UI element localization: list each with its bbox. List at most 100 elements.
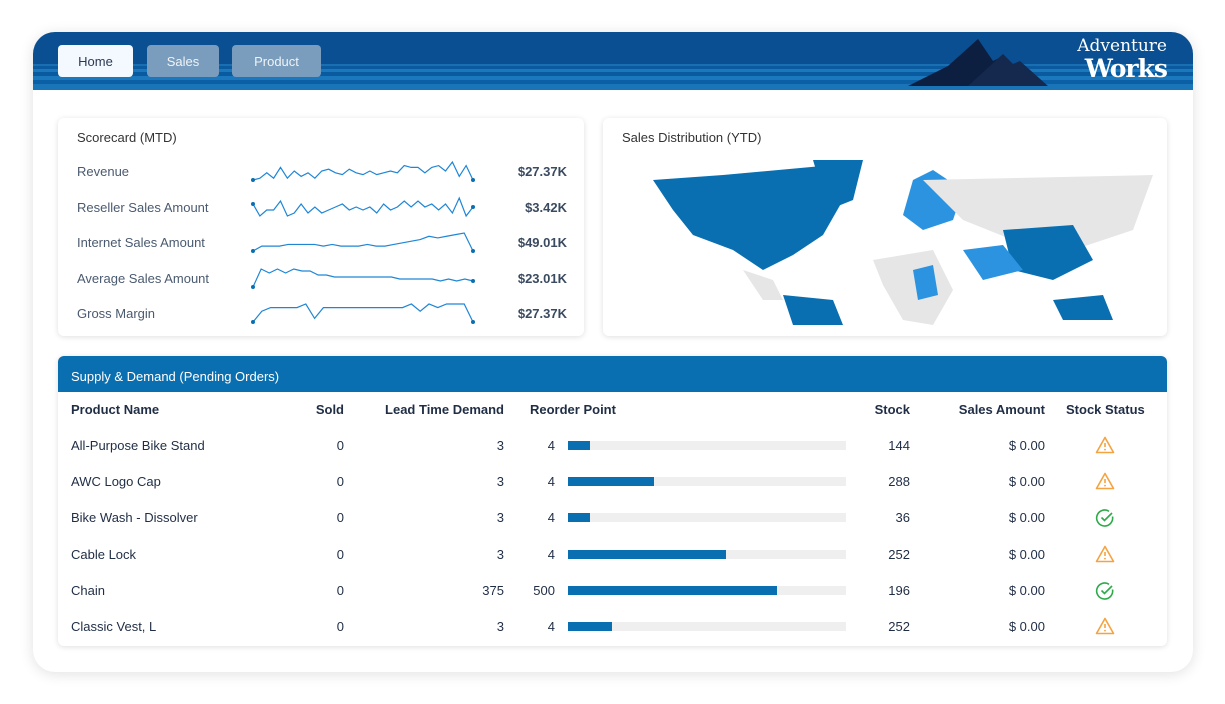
stock-value: 36 <box>895 510 910 526</box>
stock-bar <box>568 441 846 450</box>
product-name: Chain <box>71 582 105 598</box>
stock-bar-fill <box>568 549 727 559</box>
sparkline-line <box>252 160 474 181</box>
sparkline-line <box>252 267 474 287</box>
scorecard-card: Scorecard (MTD) Revenue $27.37K Reseller S… <box>58 118 584 336</box>
map-title: Sales Distribution (YTD) <box>622 130 762 145</box>
stock-value: 252 <box>888 546 910 562</box>
stock-bar-fill <box>568 585 777 595</box>
metric-label: Reseller Sales Amount <box>77 199 209 215</box>
sparkline-endpoint <box>471 320 475 324</box>
scorecard-row: Revenue $27.37K <box>77 160 567 182</box>
stock-bar <box>568 477 846 487</box>
sparkline[interactable] <box>251 194 477 220</box>
metric-value: $27.37K <box>517 306 567 321</box>
lead-time-value: 375 <box>482 582 504 598</box>
product-name: AWC Logo Cap <box>71 474 161 490</box>
sparkline-endpoint <box>251 178 255 182</box>
scorecard-title: Scorecard (MTD) <box>77 130 177 145</box>
header: Home Sales Product Adventure Works <box>33 32 1193 90</box>
tab-home[interactable]: Home <box>58 45 133 77</box>
lead-time-value: 3 <box>496 438 504 453</box>
brand-line2: Works <box>1084 54 1168 83</box>
warning-icon <box>1095 436 1115 457</box>
sales-value: $ 0.00 <box>1008 546 1045 562</box>
stock-bar <box>568 585 846 595</box>
warning-icon <box>1095 617 1115 638</box>
stock-bar <box>568 513 846 523</box>
sparkline[interactable] <box>251 158 477 184</box>
col-reorder[interactable]: Reorder Point <box>530 402 616 417</box>
metric-value: $3.42K <box>525 199 567 215</box>
lead-time-value: 3 <box>496 619 504 634</box>
reorder-value: 4 <box>547 546 555 562</box>
sparkline-endpoint <box>251 284 255 289</box>
sparkline-endpoint <box>251 201 255 206</box>
col-sales[interactable]: Sales Amount <box>958 402 1045 417</box>
table-title: Supply & Demand (Pending Orders) <box>58 356 1167 392</box>
sparkline-endpoint <box>471 204 475 209</box>
dashboard: Home Sales Product Adventure Works Score… <box>33 32 1193 672</box>
product-name: Cable Lock <box>71 546 137 562</box>
metric-label: Average Sales Amount <box>77 270 210 286</box>
tab-product[interactable]: Product <box>232 45 321 77</box>
lead-time-value: 3 <box>496 546 504 562</box>
sparkline-endpoint <box>251 249 255 253</box>
metric-value: $27.37K <box>517 164 567 179</box>
stock-value: 288 <box>888 474 910 490</box>
metric-value: $49.01K <box>517 235 567 250</box>
sold-value: 0 <box>336 438 344 453</box>
metric-label: Gross Margin <box>77 306 156 321</box>
stock-bar-fill <box>568 441 591 450</box>
stock-value: 144 <box>888 438 910 453</box>
metric-label: Internet Sales Amount <box>77 235 205 250</box>
check-circle-icon <box>1095 581 1115 604</box>
sales-value: $ 0.00 <box>1008 510 1045 526</box>
warning-icon <box>1095 545 1115 566</box>
sparkline-endpoint <box>471 278 475 283</box>
tab-sales[interactable]: Sales <box>147 45 219 77</box>
world-map[interactable] <box>633 160 1153 325</box>
sales-value: $ 0.00 <box>1008 582 1045 598</box>
metric-value: $23.01K <box>517 270 567 286</box>
sparkline-line <box>252 303 474 323</box>
stock-bar-fill <box>568 513 591 523</box>
metric-label: Revenue <box>77 164 130 179</box>
stock-value: 196 <box>888 582 910 598</box>
col-status[interactable]: Stock Status <box>1066 402 1145 417</box>
sold-value: 0 <box>336 582 344 598</box>
product-name: Bike Wash - Dissolver <box>71 510 198 526</box>
sales-value: $ 0.00 <box>1008 474 1045 490</box>
sparkline-endpoint <box>471 249 475 253</box>
reorder-value: 4 <box>547 619 555 634</box>
sparkline[interactable] <box>251 265 477 291</box>
col-lead[interactable]: Lead Time Demand <box>385 402 504 417</box>
col-stock[interactable]: Stock <box>874 402 910 417</box>
sales-map-card: Sales Distribution (YTD) <box>603 118 1167 336</box>
supply-demand-table: Supply & Demand (Pending Orders) Product… <box>58 356 1167 646</box>
sold-value: 0 <box>336 619 344 634</box>
sparkline[interactable] <box>251 300 477 326</box>
sparkline[interactable] <box>251 229 477 255</box>
scorecard-row: Average Sales Amount $23.01K <box>77 267 567 289</box>
product-name: Classic Vest, L <box>71 619 157 634</box>
scorecard-row: Gross Margin $27.37K <box>77 303 567 324</box>
reorder-value: 500 <box>533 582 555 598</box>
sales-value: $ 0.00 <box>1008 619 1045 634</box>
lead-time-value: 3 <box>496 510 504 526</box>
col-sold[interactable]: Sold <box>315 402 344 417</box>
stock-value: 252 <box>888 619 910 634</box>
scorecard-row: Internet Sales Amount $49.01K <box>77 232 567 253</box>
sparkline-line <box>252 195 474 217</box>
sold-value: 0 <box>336 546 344 562</box>
stock-bar-fill <box>568 622 613 631</box>
col-product[interactable]: Product Name <box>71 402 160 417</box>
brand-line1: Adventure <box>1077 36 1167 56</box>
mountain-logo-icon <box>908 39 1048 86</box>
stock-bar <box>568 549 846 559</box>
reorder-value: 4 <box>547 510 555 526</box>
sales-value: $ 0.00 <box>1008 438 1045 453</box>
check-circle-icon <box>1095 508 1115 531</box>
sold-value: 0 <box>336 510 344 526</box>
stock-bar <box>568 622 846 631</box>
